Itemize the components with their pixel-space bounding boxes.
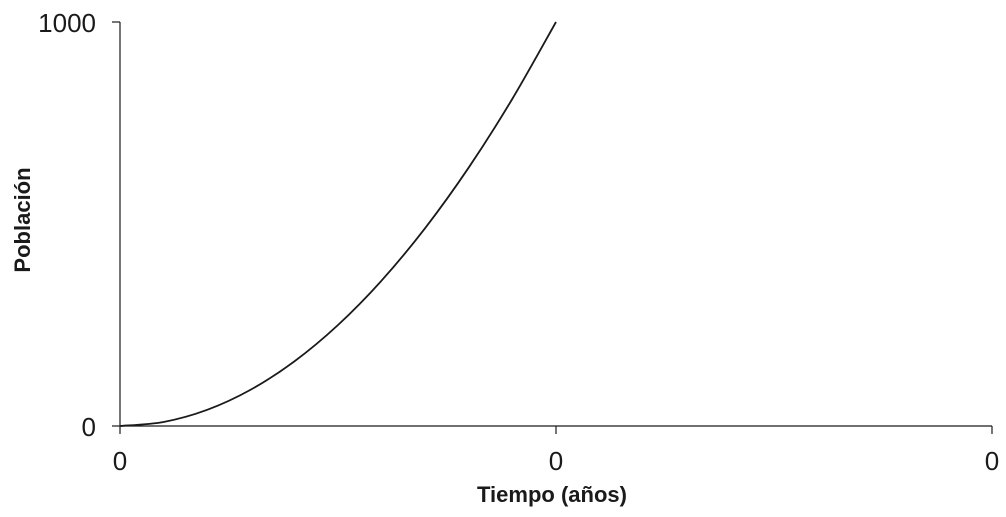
y-tick-label: 1000: [38, 8, 96, 38]
plot-area: [119, 21, 557, 427]
series-line: [119, 21, 557, 427]
y-ticks: 0 1000: [38, 8, 120, 442]
x-ticks: 0 0 0: [113, 426, 999, 476]
y-axis-title: Población: [10, 167, 35, 272]
x-tick-label: 0: [113, 446, 127, 476]
x-axis-title: Tiempo (años): [477, 482, 627, 507]
x-tick-label: 0: [549, 446, 563, 476]
x-tick-label: 0: [985, 446, 999, 476]
y-tick-label: 0: [82, 412, 96, 442]
